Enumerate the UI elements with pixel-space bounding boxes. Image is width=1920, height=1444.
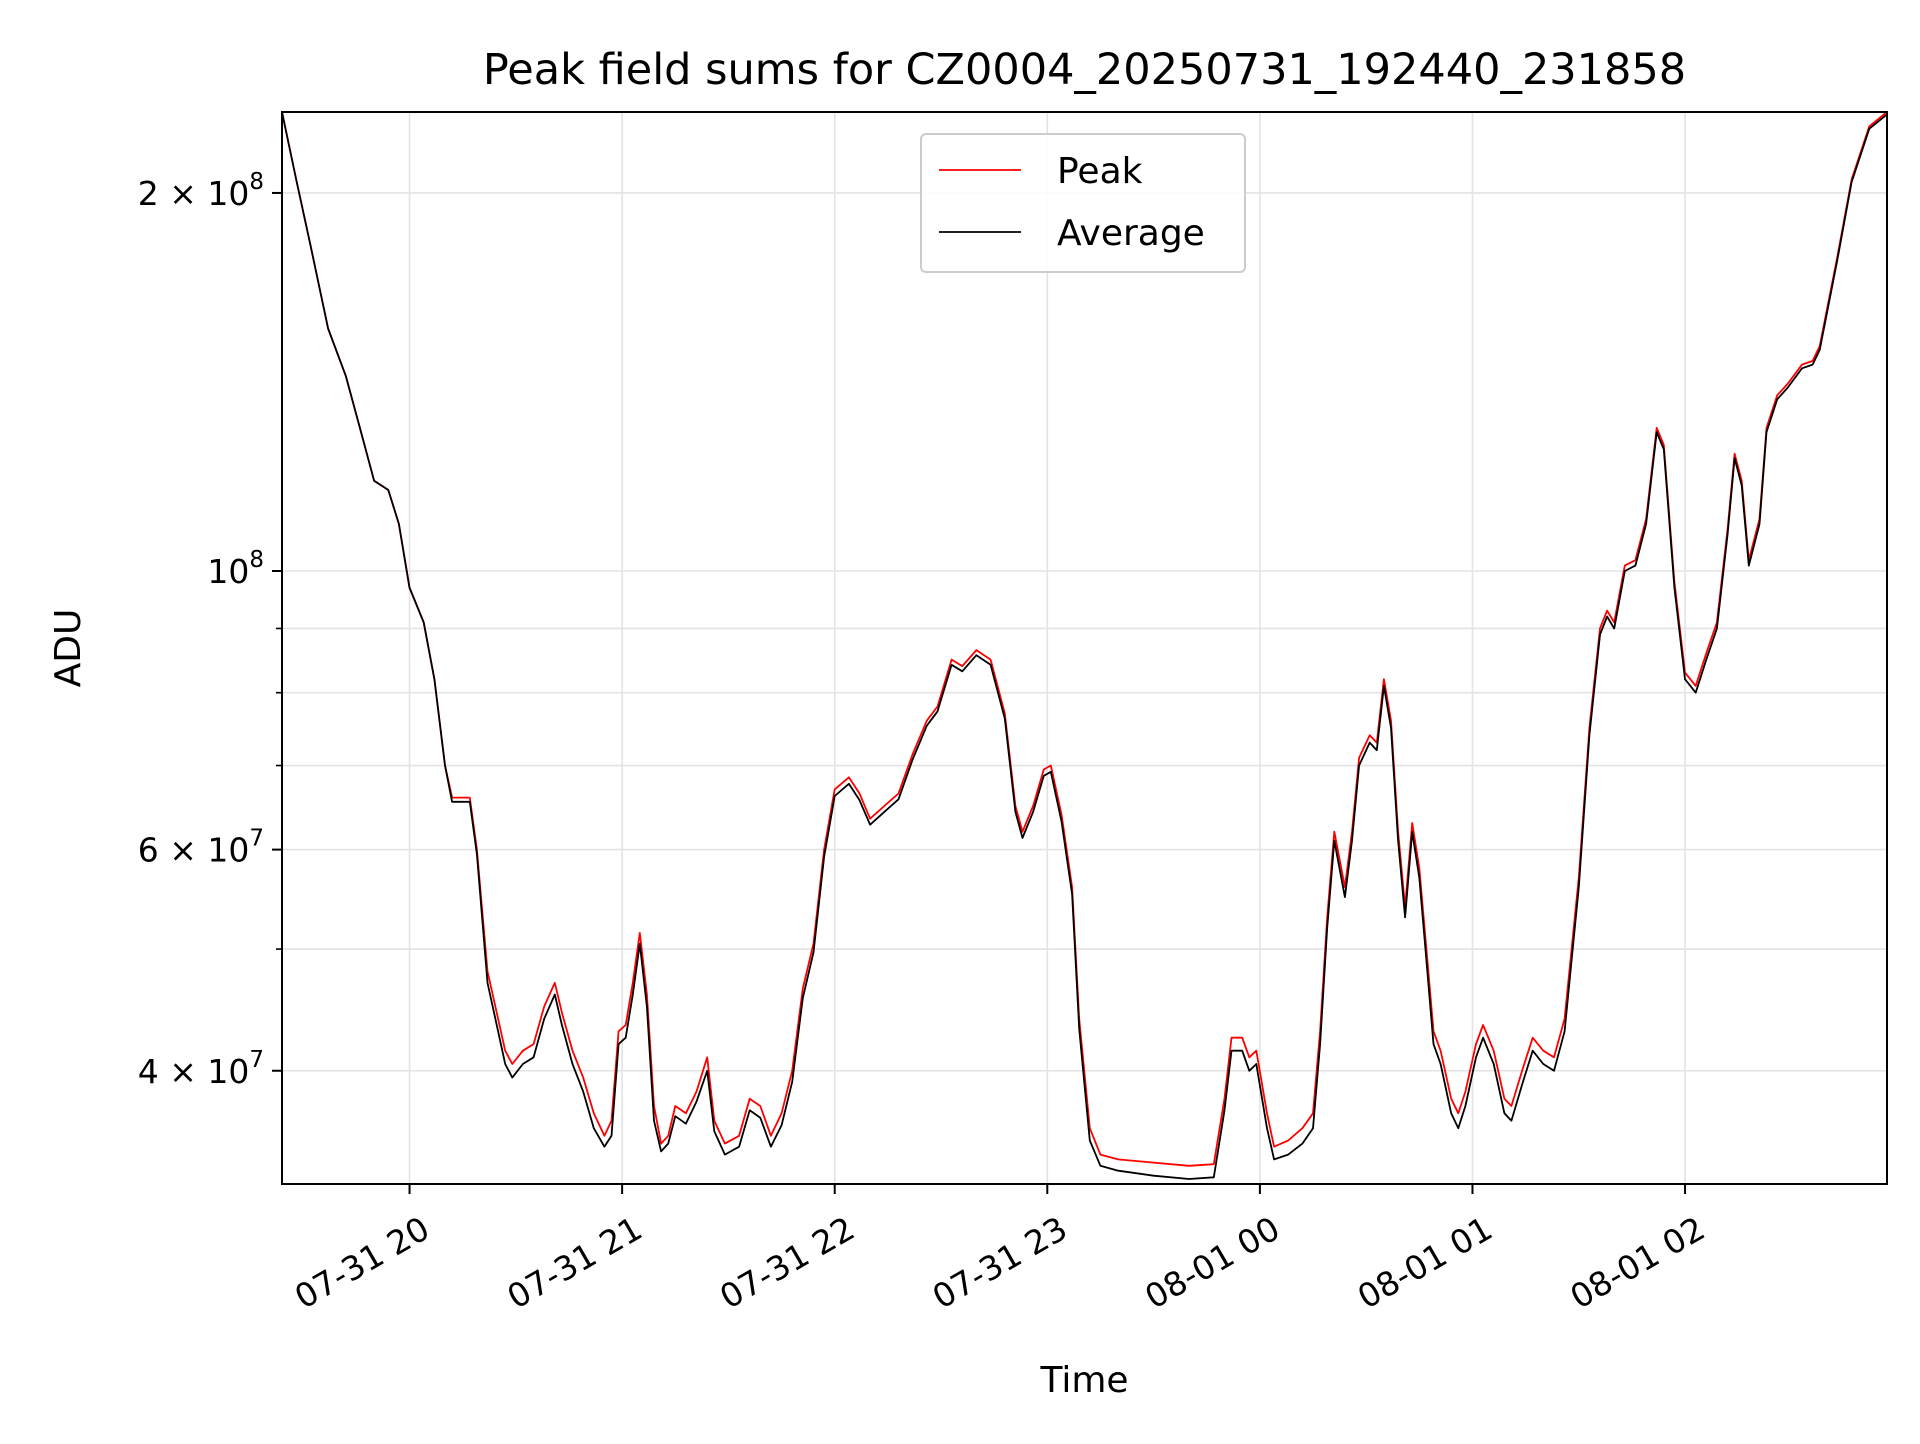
y-axis-label: ADU [48, 609, 89, 688]
y-tick-exponent: 8 [249, 169, 264, 195]
legend-label-average: Average [1057, 213, 1205, 254]
series-line-peak [281, 111, 1888, 1167]
chart-title: Peak field sums for CZ0004_20250731_1924… [483, 45, 1686, 95]
y-tick-exponent: 7 [249, 826, 264, 852]
y-tick-mantissa: 4 × 10 [138, 1052, 250, 1091]
y-tick-mantissa: 2 × 10 [138, 174, 250, 213]
legend-label-peak: Peak [1057, 151, 1143, 192]
legend: Peak Average [920, 133, 1246, 273]
series-line-average [281, 111, 1888, 1180]
legend-box [920, 133, 1246, 273]
y-tick-label: 2 × 108 [138, 169, 264, 213]
y-tick-label: 108 [207, 547, 264, 591]
y-tick-exponent: 7 [249, 1047, 264, 1073]
series-group [281, 111, 1888, 1180]
y-tick-label: 4 × 107 [138, 1047, 264, 1091]
y-tick-mantissa: 6 × 10 [138, 831, 250, 870]
y-tick-label: 6 × 107 [138, 826, 264, 870]
y-tick-mantissa: 10 [207, 552, 249, 591]
x-axis-label: Time [1039, 1360, 1128, 1401]
plot-frame [281, 111, 1888, 1185]
y-tick-exponent: 8 [249, 547, 264, 573]
